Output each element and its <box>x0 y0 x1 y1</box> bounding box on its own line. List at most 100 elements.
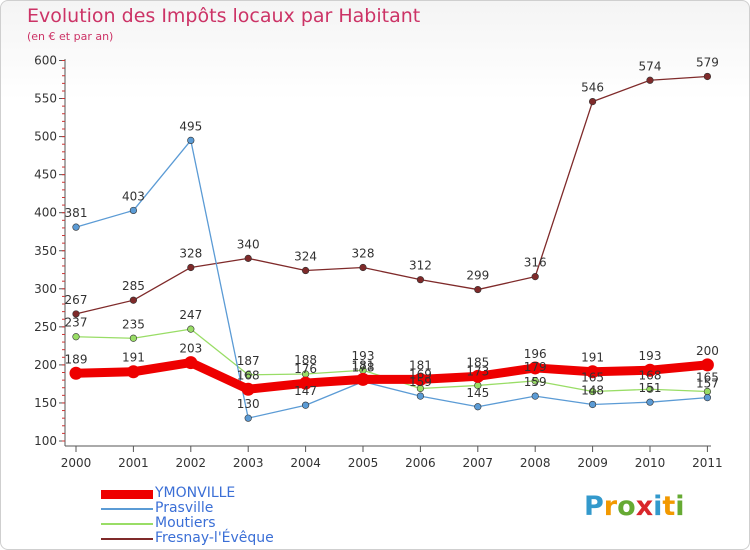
data-label-prasville: 145 <box>466 386 489 400</box>
data-label-prasville: 403 <box>122 189 145 203</box>
x-tick-label: 2002 <box>176 456 207 470</box>
data-label-fresnay-l-e-ve-que: 285 <box>122 279 145 293</box>
legend-label: Moutiers <box>155 515 216 531</box>
data-label-ymonville: 191 <box>122 351 145 365</box>
data-point-prasville <box>416 392 425 400</box>
data-point-prasville <box>474 403 482 411</box>
data-point-moutiers <box>129 334 137 342</box>
data-label-fresnay-l-e-ve-que: 579 <box>696 55 719 69</box>
y-tick-label: 600 <box>34 54 57 68</box>
data-point-fresnay-l-e-ve-que <box>244 254 252 262</box>
data-label-moutiers: 165 <box>581 371 604 385</box>
data-label-ymonville: 193 <box>639 349 662 363</box>
data-point-moutiers <box>244 371 252 379</box>
legend-label: Fresnay-l'Évêque <box>155 530 274 546</box>
data-point-fresnay-l-e-ve-que <box>588 97 597 106</box>
data-point-ymonville <box>126 365 140 379</box>
data-label-prasville: 495 <box>179 119 202 133</box>
data-label-fresnay-l-e-ve-que: 328 <box>179 246 202 260</box>
logo-letter: t <box>662 491 676 522</box>
data-label-moutiers: 187 <box>237 354 260 368</box>
y-tick-label: 450 <box>34 168 57 182</box>
logo-letter: P <box>584 491 604 522</box>
logo-letter: x <box>635 491 654 522</box>
data-label-moutiers: 165 <box>696 371 719 385</box>
x-tick-label: 2000 <box>61 456 92 470</box>
data-label-fresnay-l-e-ve-que: 316 <box>524 256 547 270</box>
data-point-prasville <box>187 136 195 145</box>
data-label-ymonville: 168 <box>237 368 260 382</box>
data-point-prasville <box>302 401 310 409</box>
data-label-fresnay-l-e-ve-que: 340 <box>237 237 260 251</box>
data-label-moutiers: 173 <box>466 364 489 378</box>
proxiti-logo: Proxiti <box>584 491 685 522</box>
x-tick-label: 2011 <box>692 456 723 470</box>
data-point-prasville <box>646 398 654 406</box>
data-label-moutiers: 247 <box>179 308 202 322</box>
y-tick-label: 550 <box>34 92 57 106</box>
series-line-prasville <box>75 139 709 419</box>
data-point-moutiers <box>531 377 539 385</box>
y-tick-label: 300 <box>34 282 57 296</box>
legend-label: Prasville <box>155 500 214 516</box>
data-label-fresnay-l-e-ve-que: 546 <box>581 81 604 95</box>
data-point-fresnay-l-e-ve-que <box>129 296 137 304</box>
data-point-ymonville <box>528 361 542 375</box>
y-tick-label: 150 <box>34 396 57 410</box>
data-point-fresnay-l-e-ve-que <box>646 76 654 84</box>
data-label-ymonville: 203 <box>179 342 202 356</box>
data-point-prasville <box>531 392 539 400</box>
data-label-fresnay-l-e-ve-que: 299 <box>466 269 489 283</box>
logo-letter: i <box>675 491 685 522</box>
legend-swatch <box>101 508 153 510</box>
data-label-ymonville: 181 <box>409 358 432 372</box>
data-point-fresnay-l-e-ve-que <box>416 276 425 284</box>
data-label-ymonville: 181 <box>352 358 375 372</box>
data-point-prasville <box>703 394 712 402</box>
logo-letter: o <box>617 491 636 522</box>
data-label-fresnay-l-e-ve-que: 267 <box>65 293 88 307</box>
data-label-prasville: 157 <box>696 377 719 391</box>
data-label-fresnay-l-e-ve-que: 574 <box>639 59 662 73</box>
legend-swatch <box>101 523 153 525</box>
data-point-fresnay-l-e-ve-que <box>531 273 539 281</box>
data-point-fresnay-l-e-ve-que <box>72 310 80 318</box>
data-point-prasville <box>129 206 137 215</box>
data-label-prasville: 178 <box>352 361 375 375</box>
data-label-ymonville: 189 <box>65 352 88 366</box>
data-label-moutiers: 193 <box>352 349 375 363</box>
data-label-fresnay-l-e-ve-que: 312 <box>409 259 432 273</box>
y-tick-label: 200 <box>34 358 57 372</box>
series-line-ymonville <box>71 358 712 394</box>
data-label-moutiers: 179 <box>524 360 547 374</box>
data-point-fresnay-l-e-ve-que <box>359 263 367 272</box>
data-label-prasville: 147 <box>294 384 317 398</box>
data-label-moutiers: 168 <box>639 368 662 382</box>
data-point-prasville <box>72 223 80 231</box>
data-point-ymonville <box>69 366 83 380</box>
data-point-moutiers <box>72 333 80 341</box>
data-label-prasville: 130 <box>237 397 260 411</box>
data-label-moutiers: 169 <box>409 367 432 381</box>
x-tick-label: 2010 <box>635 456 666 470</box>
y-tick-label: 250 <box>34 320 57 334</box>
data-point-fresnay-l-e-ve-que <box>703 72 712 81</box>
data-label-prasville: 151 <box>639 381 662 395</box>
data-label-moutiers: 188 <box>294 353 317 367</box>
data-label-ymonville: 176 <box>294 362 317 376</box>
x-tick-label: 2007 <box>463 456 494 470</box>
data-label-prasville: 148 <box>581 383 604 397</box>
y-tick-label: 400 <box>34 206 57 220</box>
y-tick-label: 500 <box>34 130 57 144</box>
data-label-ymonville: 196 <box>524 347 547 361</box>
data-label-fresnay-l-e-ve-que: 324 <box>294 250 317 264</box>
y-tick-label: 100 <box>34 434 57 448</box>
x-tick-label: 2005 <box>348 456 379 470</box>
logo-letter: i <box>653 491 663 522</box>
data-label-moutiers: 237 <box>65 316 88 330</box>
data-point-prasville <box>244 414 252 422</box>
data-point-ymonville <box>643 363 657 377</box>
legend-swatch <box>101 490 153 499</box>
